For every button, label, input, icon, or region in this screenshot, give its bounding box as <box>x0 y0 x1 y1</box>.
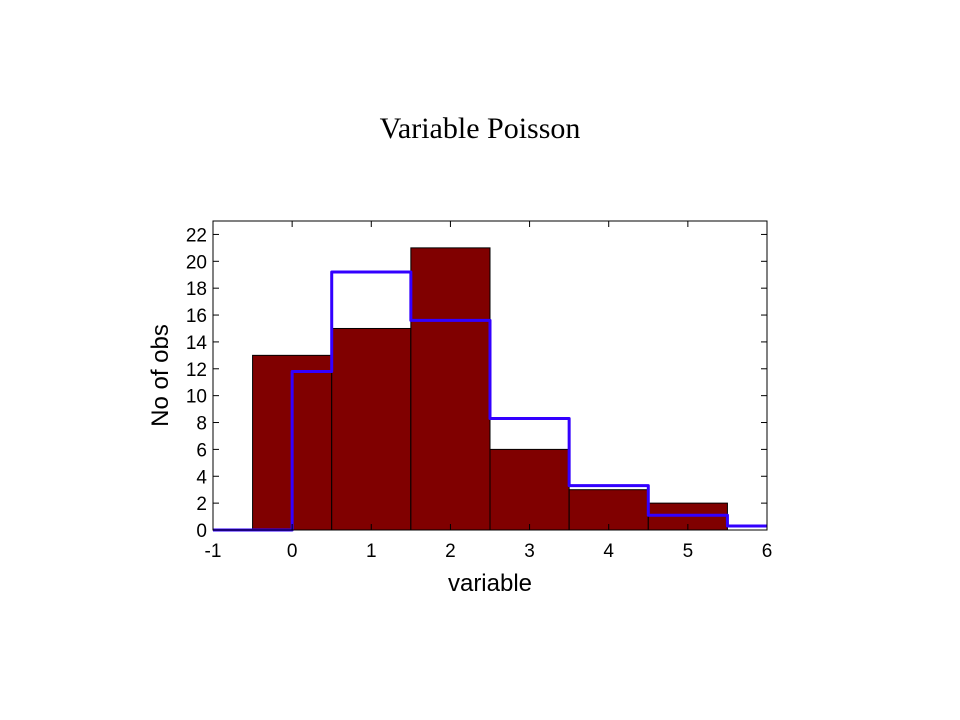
expected-poisson-line <box>213 270 767 532</box>
y-tick-label: 18 <box>186 279 207 300</box>
y-tick-label: 2 <box>196 494 207 515</box>
y-tick-label: 4 <box>196 467 207 488</box>
y-tick-label: 10 <box>186 387 207 408</box>
x-tick-label: 6 <box>762 541 773 562</box>
x-tick-label: 0 <box>287 541 298 562</box>
x-axis-label: variable <box>448 570 532 597</box>
expected-curve-group <box>213 270 767 532</box>
x-tick-label: 4 <box>603 541 614 562</box>
bars-group <box>252 247 728 531</box>
histogram-bar <box>410 247 491 531</box>
x-tick-label: 3 <box>524 541 535 562</box>
y-tick-label: 12 <box>186 360 207 381</box>
x-axis-ticks: -1 0 1 2 3 4 5 6 <box>205 221 773 562</box>
chart-title: Variable Poisson <box>379 112 581 145</box>
y-tick-label: 16 <box>186 306 207 327</box>
y-tick-label: 20 <box>186 252 207 273</box>
y-tick-label: 14 <box>186 333 208 354</box>
y-axis-label: No of obs <box>147 324 174 427</box>
y-tick-label: 8 <box>196 414 207 435</box>
histogram-bar <box>489 448 570 531</box>
x-tick-label: 1 <box>366 541 377 562</box>
histogram-bar <box>568 489 649 531</box>
x-tick-label: 5 <box>683 541 694 562</box>
y-axis-ticks: 0 2 4 6 8 10 12 14 16 18 20 22 <box>186 225 767 542</box>
plot-frame <box>212 220 768 531</box>
x-tick-label: 2 <box>445 541 456 562</box>
x-tick-label: -1 <box>205 541 222 562</box>
y-tick-label: 0 <box>196 521 207 542</box>
y-tick-label: 22 <box>186 225 207 246</box>
histogram-bar <box>331 327 412 531</box>
y-tick-label: 6 <box>196 440 207 461</box>
